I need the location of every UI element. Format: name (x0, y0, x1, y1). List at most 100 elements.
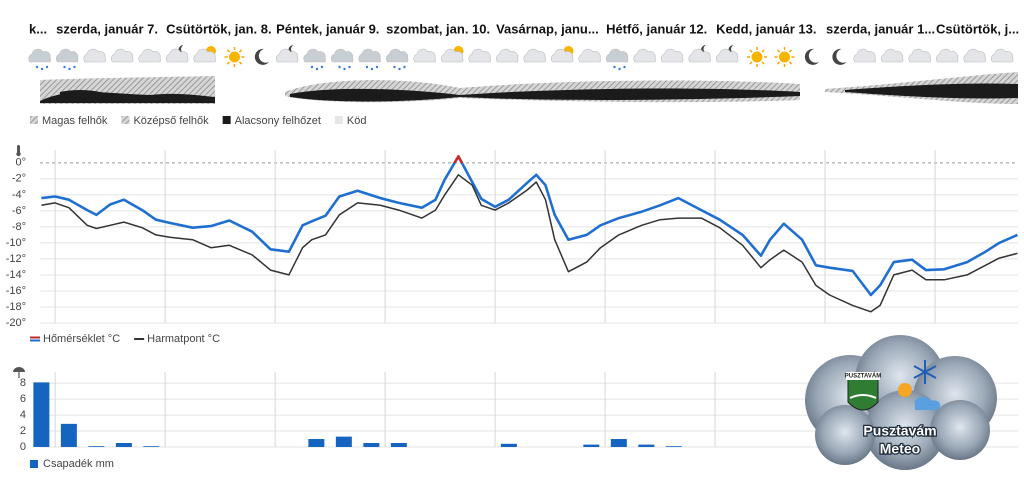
cloud-band (40, 72, 1018, 104)
weather-icon (853, 48, 876, 63)
bar (33, 382, 50, 447)
legend-swatch (30, 116, 38, 124)
series-line (41, 155, 1019, 297)
legend-label: Harmatpont °C (147, 333, 220, 345)
bar (500, 443, 517, 447)
weather-icon (715, 45, 739, 63)
cloud-legend: Magas felhők Középső felhők Alacsony felhő… (30, 115, 366, 127)
weather-icon (224, 47, 245, 67)
weather-icon (523, 48, 546, 63)
weather-icon (440, 46, 464, 63)
weather-icon (413, 48, 436, 63)
legend-label: Alacsony felhőzet (235, 115, 321, 127)
weather-icon (358, 48, 381, 71)
y-tick-label: -8° (12, 221, 26, 233)
weather-icons (28, 45, 1014, 71)
logo-subtitle: Meteo (880, 441, 920, 457)
weather-icon (605, 48, 629, 71)
weather-icon (990, 48, 1014, 63)
bar (115, 443, 132, 447)
legend-swatch (121, 116, 130, 124)
y-tick-label: -18° (6, 301, 26, 313)
day-header: szombat, jan. 10. (386, 21, 490, 36)
y-tick-label: -16° (6, 285, 26, 297)
weather-icon (28, 48, 51, 71)
legend-swatch (222, 116, 231, 124)
legend-label: Középső felhők (133, 115, 209, 127)
y-tick-label: -20° (6, 317, 26, 329)
y-tick-label: 0° (15, 157, 26, 169)
weather-icon (165, 45, 189, 63)
bar (583, 444, 600, 447)
y-tick-label: -4° (12, 189, 26, 201)
umbrella-icon (13, 367, 25, 378)
weather-icon (303, 48, 326, 71)
weather-icon (275, 45, 299, 63)
bar (60, 423, 77, 447)
logo-badge: PUSZTAVÁM (845, 373, 881, 380)
weather-icon (495, 48, 519, 63)
bar (308, 439, 325, 447)
legend-label: Hőmérséklet °C (43, 333, 120, 345)
bar (88, 446, 105, 447)
weather-icon (832, 48, 847, 65)
weather-icon (385, 48, 409, 71)
y-tick-label: 0 (20, 441, 26, 453)
bar (610, 439, 627, 447)
day-header: Péntek, január 9. (276, 21, 379, 36)
bar (335, 436, 352, 447)
legend-swatch (30, 460, 38, 468)
day-header: Csütörtök, jan. 8. (166, 21, 271, 36)
thermometer-icon (16, 145, 21, 157)
day-header: Csütörtök, j... (936, 21, 1019, 36)
logo-title: Pusztavám (863, 423, 936, 439)
bar (143, 446, 160, 447)
y-tick-label: -14° (6, 269, 26, 281)
series-line (41, 174, 1018, 313)
weather-icon (747, 47, 767, 67)
day-header: Kedd, január 13. (716, 21, 816, 36)
y-tick-label: 4 (20, 409, 26, 421)
y-tick-label: 8 (20, 377, 26, 389)
weather-icon (963, 48, 986, 63)
weather-icon (908, 48, 931, 63)
weather-icon (880, 48, 904, 63)
weather-icon (578, 48, 601, 63)
day-header: szerda, január 1... (826, 21, 935, 36)
y-tick-label: -6° (12, 205, 26, 217)
weather-icon (468, 48, 491, 63)
weather-icon (110, 48, 134, 63)
weather-icon (254, 48, 269, 65)
weather-icon (774, 47, 795, 67)
weather-icon (330, 48, 354, 71)
weather-icon (83, 48, 106, 63)
y-tick-label: -10° (6, 237, 26, 249)
weather-icon (138, 48, 161, 63)
weather-icon (804, 48, 819, 65)
weather-icon (55, 48, 79, 71)
day-header: Hétfő, január 12. (606, 21, 707, 36)
weather-icon (193, 46, 216, 63)
weather-icon (935, 48, 959, 63)
day-header: k... (29, 21, 47, 36)
logo: PUSZTAVÁM Pusztavám Meteo (805, 335, 997, 470)
bar (665, 446, 682, 447)
bar (363, 443, 380, 447)
y-tick-label: 2 (20, 425, 26, 437)
bar (390, 443, 407, 447)
weather-icon (688, 45, 711, 63)
y-tick-label: -12° (6, 253, 26, 265)
legend-swatch (334, 116, 343, 124)
chart: 0° -2° -4° -6° -8° -10° -12° -14° -16° -18° -20° k.… (6, 21, 1019, 344)
legend-label: Köd (347, 115, 367, 127)
day-header: szerda, január 7. (56, 21, 158, 36)
weather-icon (633, 48, 656, 63)
y-tick-label: 6 (20, 393, 26, 405)
legend-label: Csapadék mm (43, 458, 114, 470)
charts: 0° -2° -4° -6° -8° -10° -12° -14° -16° -18° -20° k.… (6, 21, 1019, 469)
y-tick-label: -2° (12, 173, 26, 185)
bar (638, 444, 655, 447)
day-header: Vasárnap, janu... (496, 21, 599, 36)
weather-icon (660, 48, 684, 63)
